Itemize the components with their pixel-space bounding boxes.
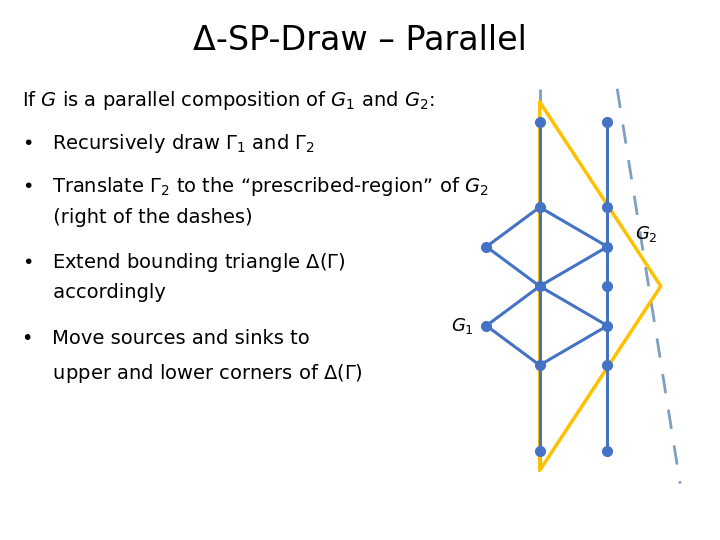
Text: •   Recursively draw $\Gamma_1$ and $\Gamma_2$: • Recursively draw $\Gamma_1$ and $\Gamm… <box>22 132 315 156</box>
Text: (right of the dashes): (right of the dashes) <box>22 208 252 227</box>
Text: •   Translate $\Gamma_2$ to the “prescribed-region” of $G_2$: • Translate $\Gamma_2$ to the “prescribe… <box>22 176 488 199</box>
Text: Δ-SP-Draw – Parallel: Δ-SP-Draw – Parallel <box>193 24 527 57</box>
Text: •   Move sources and sinks to: • Move sources and sinks to <box>22 329 310 348</box>
Text: If $G$ is a parallel composition of $G_1$ and $G_2$:: If $G$ is a parallel composition of $G_1… <box>22 89 434 112</box>
Text: upper and lower corners of $\Delta(\Gamma)$: upper and lower corners of $\Delta(\Gamm… <box>22 362 362 385</box>
Text: $G_2$: $G_2$ <box>635 224 657 244</box>
Text: accordingly: accordingly <box>22 284 166 302</box>
Text: •   Extend bounding triangle $\Delta(\Gamma)$: • Extend bounding triangle $\Delta(\Gamm… <box>22 251 345 274</box>
Text: $G_1$: $G_1$ <box>451 316 474 336</box>
